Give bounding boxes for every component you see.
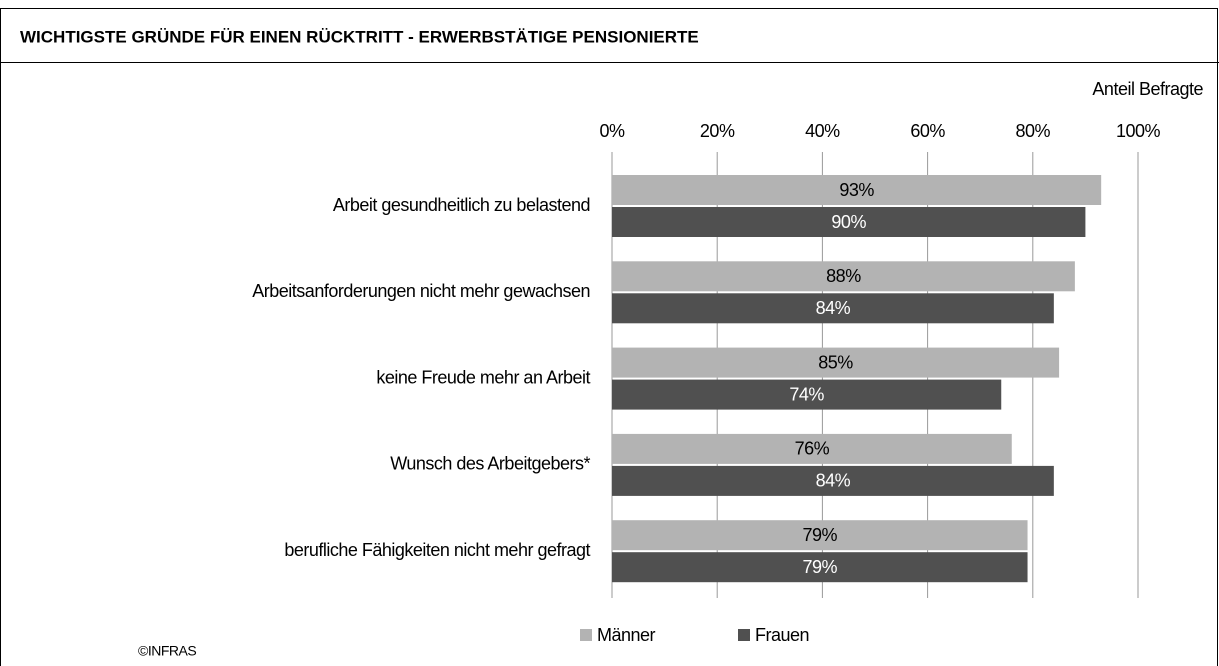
data-label: 93% — [839, 180, 874, 200]
bar — [612, 433, 1012, 464]
y-tick-label: keine Freude mehr an Arbeit — [376, 367, 590, 387]
data-label: 90% — [831, 212, 866, 232]
legend-label: Frauen — [755, 625, 809, 645]
y-tick-label: Wunsch des Arbeitgebers* — [390, 454, 590, 474]
data-label: 79% — [803, 525, 838, 545]
x-tick-label: 80% — [1016, 121, 1051, 141]
x-tick-label: 0% — [599, 121, 625, 141]
bar — [612, 261, 1075, 292]
data-label: 84% — [816, 471, 851, 491]
bar — [612, 520, 1028, 551]
x-tick-label: 100% — [1116, 121, 1161, 141]
data-label: 74% — [789, 384, 824, 404]
data-label: 84% — [816, 298, 851, 318]
frame — [0, 8, 1218, 666]
axis-label: Anteil Befragte — [1092, 79, 1203, 99]
bar — [612, 207, 1086, 237]
x-tick-label: 60% — [910, 121, 945, 141]
legend-swatch — [580, 629, 592, 641]
y-tick-label: Arbeitsanforderungen nicht mehr gewachse… — [252, 281, 590, 301]
legend-label: Männer — [597, 625, 656, 645]
bar — [612, 347, 1060, 378]
y-tick-label: berufliche Fähigkeiten nicht mehr gefrag… — [284, 540, 590, 560]
x-tick-label: 40% — [805, 121, 840, 141]
bar — [612, 293, 1054, 324]
data-label: 76% — [795, 439, 830, 459]
data-label: 88% — [826, 266, 861, 286]
x-tick-label: 20% — [700, 121, 735, 141]
bar — [612, 175, 1102, 205]
bar — [612, 465, 1054, 496]
bar — [612, 552, 1028, 583]
bar — [612, 379, 1002, 410]
y-tick-label: Arbeit gesundheitlich zu belastend — [333, 195, 590, 215]
data-label: 79% — [803, 557, 838, 577]
chart-title: WICHTIGSTE GRÜNDE FÜR EINEN RÜCKTRITT - … — [20, 27, 699, 46]
source: ©INFRAS — [138, 643, 196, 659]
data-label: 85% — [818, 352, 853, 372]
legend-swatch — [738, 629, 750, 641]
